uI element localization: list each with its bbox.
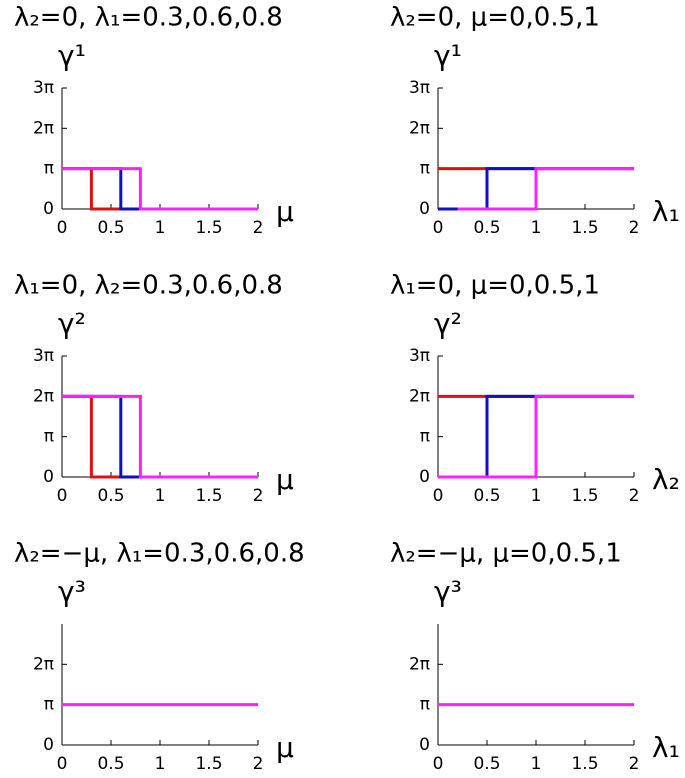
step-line — [438, 394, 634, 479]
x-tick-label: 0 — [433, 218, 444, 238]
y-tick-label: 2π — [33, 118, 54, 138]
x-tick-label: 0.5 — [97, 486, 124, 506]
panel-title: λ₂=−μ, μ=0,0.5,1 — [390, 539, 622, 569]
step-line — [62, 394, 258, 479]
x-axis-label: μ — [276, 195, 294, 228]
x-tick-label: 2 — [253, 218, 264, 238]
x-tick-label: 0.5 — [473, 754, 500, 774]
y-tick-label: 0 — [419, 199, 430, 219]
y-tick-label: 3π — [33, 78, 54, 98]
y-tick-label: π — [420, 159, 430, 179]
y-tick-label: 0 — [419, 467, 430, 487]
panel-title: λ₁=0, λ₂=0.3,0.6,0.8 — [14, 271, 283, 301]
x-tick-label: 1.5 — [571, 218, 598, 238]
x-tick-label: 0 — [57, 218, 68, 238]
y-tick-label: π — [44, 159, 54, 179]
y-tick-label: 0 — [43, 467, 54, 487]
y-axis-label: γ³ — [58, 575, 86, 608]
panel-title: λ₂=0, μ=0,0.5,1 — [390, 3, 600, 33]
y-tick-label: 0 — [43, 199, 54, 219]
step-line — [457, 167, 634, 211]
y-axis-label: γ¹ — [434, 39, 462, 72]
y-tick-label: π — [420, 427, 430, 447]
x-tick-label: 2 — [629, 218, 640, 238]
x-tick-label: 0.5 — [473, 218, 500, 238]
x-tick-label: 0 — [433, 754, 444, 774]
x-tick-label: 2 — [253, 754, 264, 774]
x-tick-label: 1.5 — [195, 486, 222, 506]
y-axis-label: γ² — [434, 307, 462, 340]
y-axis-label: γ¹ — [58, 39, 86, 72]
x-tick-label: 0 — [57, 754, 68, 774]
y-tick-label: 0 — [43, 735, 54, 755]
panel-title: λ₂=−μ, λ₁=0.3,0.6,0.8 — [14, 539, 305, 569]
x-tick-label: 2 — [629, 754, 640, 774]
x-tick-label: 1 — [531, 486, 542, 506]
y-axis-label: γ³ — [434, 575, 462, 608]
x-axis-label: λ₂ — [652, 463, 680, 496]
step-line — [62, 167, 258, 211]
x-tick-label: 1.5 — [571, 754, 598, 774]
x-tick-label: 1.5 — [195, 754, 222, 774]
x-tick-label: 2 — [629, 486, 640, 506]
y-tick-label: 2π — [409, 386, 430, 406]
y-tick-label: 2π — [33, 386, 54, 406]
x-tick-label: 1 — [531, 218, 542, 238]
y-axis-label: γ² — [58, 307, 86, 340]
x-tick-label: 0.5 — [97, 218, 124, 238]
x-tick-label: 0 — [433, 486, 444, 506]
x-tick-label: 0.5 — [97, 754, 124, 774]
x-tick-label: 1 — [531, 754, 542, 774]
x-axis-label: λ₁ — [652, 731, 680, 764]
panel-title: λ₁=0, μ=0,0.5,1 — [390, 271, 600, 301]
y-tick-label: π — [420, 695, 430, 715]
x-tick-label: 0.5 — [473, 486, 500, 506]
x-tick-label: 1 — [155, 754, 166, 774]
y-tick-label: π — [44, 695, 54, 715]
x-axis-label: μ — [276, 731, 294, 764]
y-tick-label: 2π — [409, 654, 430, 674]
y-tick-label: 0 — [419, 735, 430, 755]
x-tick-label: 1 — [155, 486, 166, 506]
step-line — [62, 167, 258, 211]
x-tick-label: 1.5 — [195, 218, 222, 238]
x-tick-label: 2 — [253, 486, 264, 506]
y-tick-label: 3π — [33, 346, 54, 366]
x-tick-label: 1 — [155, 218, 166, 238]
x-tick-label: 1.5 — [571, 486, 598, 506]
x-tick-label: 0 — [57, 486, 68, 506]
step-line — [62, 394, 258, 479]
y-tick-label: 3π — [409, 78, 430, 98]
panel-title: λ₂=0, λ₁=0.3,0.6,0.8 — [14, 3, 283, 33]
y-tick-label: 3π — [409, 346, 430, 366]
y-tick-label: π — [44, 427, 54, 447]
y-tick-label: 2π — [409, 118, 430, 138]
y-tick-label: 2π — [33, 654, 54, 674]
x-axis-label: μ — [276, 463, 294, 496]
x-axis-label: λ₁ — [652, 195, 680, 228]
